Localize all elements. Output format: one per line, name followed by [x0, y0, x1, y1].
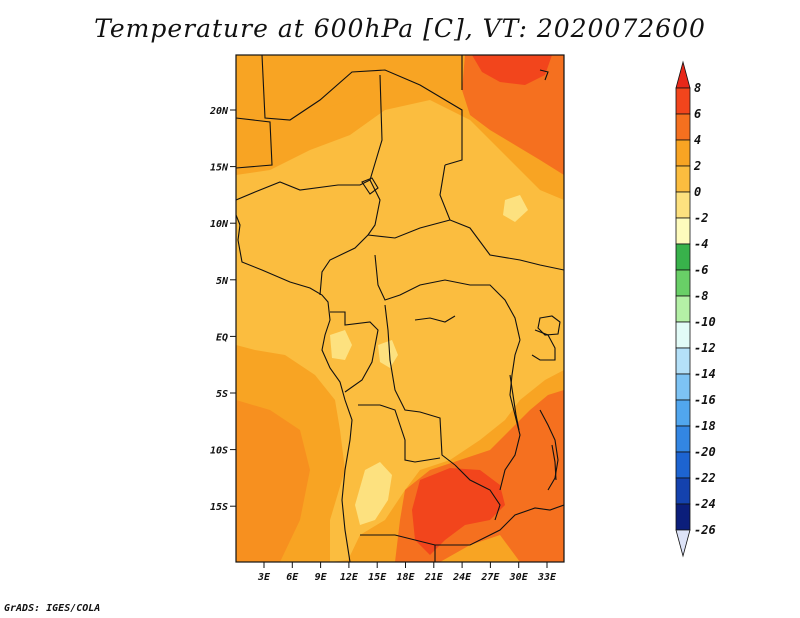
lon-label: 9E	[315, 572, 328, 583]
colorbar-swatch	[675, 399, 691, 427]
border-east-1	[499, 339, 521, 491]
lon-label: 27E	[480, 572, 500, 583]
field-warm-0-2	[236, 100, 564, 562]
field-pale-spot-4	[378, 340, 398, 368]
border-north-1	[261, 55, 463, 166]
colorbar-label: -12	[694, 341, 716, 355]
field-pale-spot-2	[503, 195, 528, 222]
colorbar-swatch	[675, 87, 691, 115]
colorbar-swatch	[675, 321, 691, 349]
lake-malawi	[551, 444, 557, 481]
latitude-axis: 20N 15N 10N 5N EQ 5S 10S 15S	[209, 106, 236, 513]
colorbar-label: -6	[694, 263, 708, 277]
colorbar-label: -20	[694, 445, 716, 459]
colorbar-label: -16	[694, 393, 716, 407]
lake-chad	[361, 177, 379, 195]
lon-label: 12E	[340, 572, 359, 583]
colorbar-swatch	[675, 243, 691, 271]
border-south-4	[454, 464, 501, 521]
colorbar: 8 6 4 2 0 -2 -4 -6 -8 -10 -12 -14 -16 -18 -20 -22 -24 -26	[675, 60, 716, 558]
lat-label: 20N	[209, 106, 229, 117]
lon-label: 18E	[396, 572, 415, 583]
colorbar-swatch	[675, 191, 691, 219]
colorbar-label: -4	[694, 237, 708, 251]
field-pale-spot-1	[355, 462, 392, 525]
lon-label: 21E	[424, 572, 444, 583]
colorbar-swatch	[675, 139, 691, 167]
border-central-5	[384, 304, 456, 466]
lake-victoria	[537, 315, 561, 336]
lon-label: 33E	[537, 572, 557, 583]
colorbar-swatch	[675, 347, 691, 375]
nile-north	[539, 69, 549, 81]
colorbar-label: 2	[693, 159, 701, 173]
field-hot-4-6-sw	[236, 400, 310, 562]
border-central-1	[319, 179, 381, 296]
border-central-2	[367, 219, 451, 239]
colorbar-swatch	[675, 295, 691, 323]
lat-label: 10N	[210, 219, 229, 230]
longitude-axis: 3E 6E 9E 12E 15E 18E 21E 24E 27E 30E 33E	[257, 562, 557, 583]
colorbar-top-arrow	[675, 60, 691, 89]
colorbar-label: -24	[694, 497, 716, 511]
border-east-2	[531, 329, 556, 361]
lat-label: 15S	[210, 502, 228, 513]
border-sahel	[439, 164, 564, 271]
lake-tanganyika	[509, 374, 520, 431]
river-congo	[414, 315, 456, 323]
lon-label: 3E	[257, 572, 271, 583]
colorbar-swatch	[675, 503, 691, 531]
lat-label: 5S	[216, 389, 228, 400]
border-south-1	[358, 404, 441, 463]
colorbar-label: -14	[694, 367, 716, 381]
lat-label: EQ	[216, 332, 228, 343]
colorbar-swatch	[675, 217, 691, 245]
grads-credit: GrADS: IGES/COLA	[4, 603, 101, 614]
colorbar-label: -22	[694, 471, 716, 485]
colorbar-label: -2	[694, 211, 708, 225]
colorbar-swatch	[675, 451, 691, 479]
border-central-4	[330, 311, 379, 393]
country-borders	[236, 55, 564, 562]
border-south-2	[360, 504, 564, 546]
border-north-2	[236, 117, 273, 169]
border-east-3	[539, 409, 559, 491]
border-central-3	[374, 254, 521, 341]
colorbar-swatch	[675, 165, 691, 193]
lon-label: 24E	[452, 572, 472, 583]
lon-label: 6E	[286, 572, 299, 583]
colorbar-label: 8	[694, 81, 701, 95]
colorbar-swatch	[675, 373, 691, 401]
colorbar-label: 4	[694, 133, 701, 147]
colorbar-label: 0	[694, 185, 701, 199]
colorbar-label: -18	[694, 419, 716, 433]
field-hot-6-8-ne	[472, 55, 552, 85]
lat-label: 5N	[216, 276, 229, 287]
colorbar-label: -8	[694, 289, 708, 303]
colorbar-swatch	[675, 477, 691, 505]
border-north-3	[236, 74, 383, 201]
colorbar-swatch	[675, 269, 691, 297]
map-frame	[235, 54, 565, 563]
lon-label: 30E	[509, 572, 529, 583]
coastline-west	[236, 214, 353, 562]
lon-label: 15E	[368, 572, 387, 583]
colorbar-bottom-arrow	[675, 529, 691, 558]
colorbar-label: 6	[694, 107, 701, 121]
colorbar-swatch	[675, 113, 691, 141]
temperature-field	[236, 55, 564, 562]
field-hot-4-6-ne	[462, 55, 564, 175]
colorbar-swatch	[675, 425, 691, 453]
lat-label: 10S	[210, 446, 228, 457]
field-hot-6-8-s	[412, 468, 505, 555]
colorbar-label: -10	[694, 315, 716, 329]
map-title: Temperature at 600hPa [C], VT: 202007260…	[94, 14, 706, 43]
lat-label: 15N	[210, 163, 229, 174]
field-pale-spot-3	[330, 330, 352, 360]
colorbar-label: -26	[694, 523, 716, 537]
